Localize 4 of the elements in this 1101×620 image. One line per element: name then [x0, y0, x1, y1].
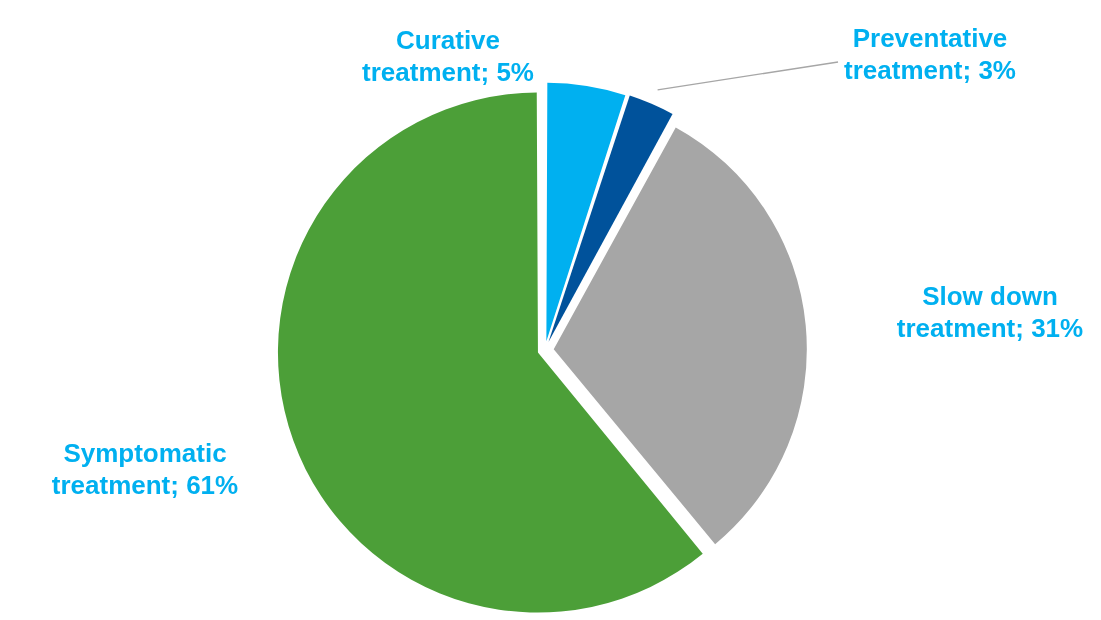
slice-label: Preventative treatment; 3%: [844, 23, 1016, 86]
slice-label: Slow down treatment; 31%: [896, 281, 1084, 344]
slice-label: Curative treatment; 5%: [362, 25, 534, 88]
slice-label: Symptomatic treatment; 61%: [51, 438, 239, 501]
